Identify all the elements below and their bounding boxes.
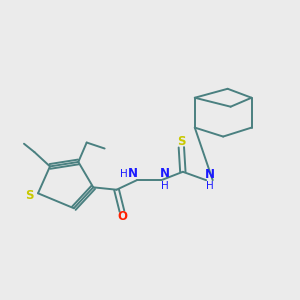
Text: H: H — [120, 169, 128, 178]
Text: H: H — [161, 181, 169, 191]
Text: S: S — [177, 135, 186, 148]
Text: N: N — [128, 167, 138, 180]
Text: S: S — [26, 189, 34, 202]
Text: N: N — [160, 167, 170, 180]
Text: O: O — [117, 210, 127, 223]
Text: N: N — [205, 168, 215, 181]
Text: H: H — [206, 181, 214, 190]
